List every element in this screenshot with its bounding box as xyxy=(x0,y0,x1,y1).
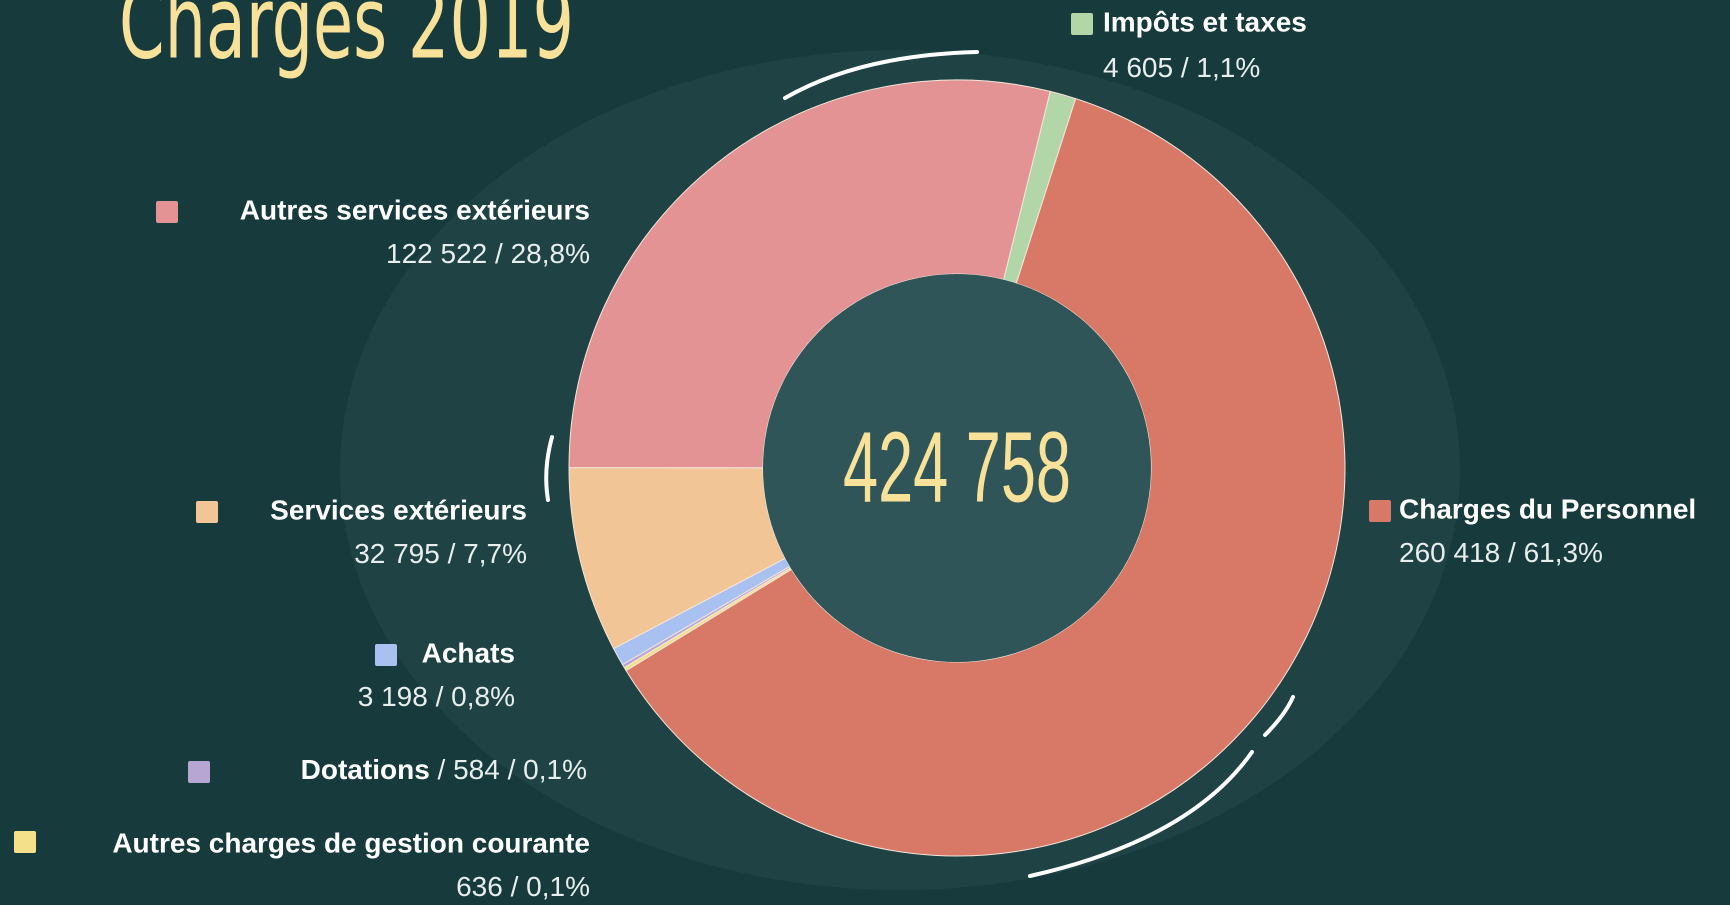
legend-label: Autres services extérieurs xyxy=(240,194,590,225)
percent-label: 28,8% xyxy=(511,238,590,269)
percent-label: 7,7% xyxy=(463,538,527,569)
total-label: 424 758 xyxy=(843,411,1071,523)
value-label: 4 605 xyxy=(1103,52,1173,83)
decor-arc xyxy=(1263,695,1295,737)
separator: / xyxy=(487,238,510,269)
percent-label: 61,3% xyxy=(1524,537,1603,568)
value-label: 32 795 xyxy=(354,538,440,569)
legend-label: Services extérieurs xyxy=(270,494,527,525)
legend-swatch xyxy=(156,201,178,223)
value-label: 3 198 xyxy=(358,681,428,712)
value-line: 636 / 0,1% xyxy=(456,871,590,902)
value-line: 4 605 / 1,1% xyxy=(1103,52,1260,83)
decor-arc xyxy=(544,435,554,502)
chart-title: Charges 2019 xyxy=(119,0,574,81)
legend-label: Charges du Personnel xyxy=(1399,493,1696,524)
value-label: 584 xyxy=(453,754,500,785)
percent-label: 1,1% xyxy=(1196,52,1260,83)
separator: / xyxy=(500,754,523,785)
donut-hole xyxy=(763,274,1151,662)
legend-swatch xyxy=(14,831,36,853)
legend-swatch xyxy=(1369,500,1391,522)
legend-swatch xyxy=(196,501,218,523)
legend-label: Dotations xyxy=(301,754,430,785)
value-line: 32 795 / 7,7% xyxy=(354,538,527,569)
value-line: 3 198 / 0,8% xyxy=(358,681,515,712)
value-label: 122 522 xyxy=(386,238,487,269)
value-line: 260 418 / 61,3% xyxy=(1399,537,1603,568)
separator: / xyxy=(503,871,526,902)
legend-swatch xyxy=(375,644,397,666)
legend-label: Impôts et taxes xyxy=(1103,6,1307,37)
percent-label: 0,8% xyxy=(451,681,515,712)
percent-label: 0,1% xyxy=(526,871,590,902)
legend-swatch xyxy=(188,761,210,783)
decor-arc xyxy=(1028,750,1254,878)
decor-arc xyxy=(783,50,979,100)
legend-entry: Dotations / 584 / 0,1% xyxy=(301,754,587,785)
value-label: 260 418 xyxy=(1399,537,1500,568)
percent-label: 0,1% xyxy=(523,754,587,785)
legend-label: Autres charges de gestion courante xyxy=(112,827,590,858)
legend-label: Achats xyxy=(422,637,515,668)
value-label: 636 xyxy=(456,871,503,902)
separator: / xyxy=(440,538,463,569)
separator: / xyxy=(430,754,453,785)
separator: / xyxy=(1500,537,1523,568)
value-line: 122 522 / 28,8% xyxy=(386,238,590,269)
legend-swatch xyxy=(1071,13,1093,35)
separator: / xyxy=(428,681,451,712)
separator: / xyxy=(1173,52,1196,83)
